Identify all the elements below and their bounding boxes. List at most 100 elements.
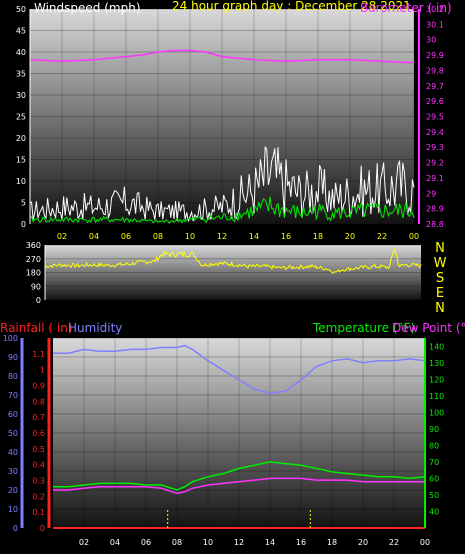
axes-layer: 0510152025303540455028.828.92929.129.229… [3,5,445,547]
compass-label: E [436,286,444,301]
y-tick-label: 70 [429,458,439,467]
y-tick-label: 50 [16,5,26,14]
series-layer [29,49,426,529]
y-tick-label: 0 [36,296,41,305]
y-tick-label: 180 [26,269,41,278]
x-tick-label: 06 [121,232,131,241]
y-tick-label: 0 [21,220,26,229]
y-tick-label: 29.5 [426,113,444,122]
y-tick-label: 0.9 [32,382,45,391]
y-tick-label: 0.5 [32,445,45,454]
barometer-line [29,49,415,64]
x-tick-label: 04 [110,538,120,547]
y-tick-label: 40 [8,448,18,457]
y-tick-label: 80 [8,372,18,381]
y-tick-label: 28.9 [426,205,444,214]
y-tick-label: 90 [31,282,41,291]
barometer-title: Barometer ( in) [360,1,452,15]
x-tick-label: 02 [79,538,89,547]
y-tick-label: 29.7 [426,82,444,91]
y-tick-label: 0 [40,524,45,533]
dewpoint-title: Dew Point (°F) [392,321,465,335]
y-tick-label: 140 [429,342,444,351]
wind-direction-line [44,247,422,274]
y-tick-label: 40 [429,507,439,516]
y-tick-label: 29.3 [426,143,444,152]
y-tick-label: 100 [429,408,444,417]
y-tick-label: 20 [8,486,18,495]
direction-plot-area [45,245,421,300]
y-tick-label: 360 [26,241,41,250]
y-tick-label: 120 [429,375,444,384]
x-tick-label: 06 [141,538,151,547]
x-tick-label: 16 [281,232,291,241]
y-tick-label: 50 [8,429,18,438]
y-tick-label: 0.3 [32,477,45,486]
y-tick-label: 0.8 [32,397,45,406]
y-tick-label: 1 [40,366,45,375]
y-tick-label: 40 [16,48,26,57]
lower-plot-area [53,338,425,528]
x-tick-label: 12 [234,538,244,547]
y-tick-label: 1.1 [32,350,45,359]
y-tick-label: 25 [16,113,26,122]
x-tick-label: 22 [377,232,387,241]
wind-plot-area [30,9,414,224]
x-tick-label: 10 [185,232,195,241]
y-tick-label: 30 [426,36,436,45]
y-tick-label: 29.9 [426,51,444,60]
humidity-title: Humidity [68,321,122,335]
x-tick-label: 14 [265,538,275,547]
x-tick-label: 18 [327,538,337,547]
y-tick-label: 10 [8,505,18,514]
y-tick-label: 35 [16,70,26,79]
y-tick-label: 5 [21,199,26,208]
x-tick-label: 20 [358,538,368,547]
graph-title: 24 hour graph day : December 28 2021 [172,0,411,13]
y-tick-label: 29.6 [426,97,444,106]
x-tick-label: 00 [420,538,430,547]
compass-label: N [435,241,445,256]
x-tick-label: 18 [313,232,323,241]
windspeed-title: Windspeed (mph) [34,1,141,15]
x-tick-label: 04 [89,232,99,241]
y-tick-label: 10 [16,177,26,186]
y-tick-label: 29 [426,189,436,198]
x-tick-label: 14 [249,232,259,241]
y-tick-label: 100 [3,334,18,343]
y-tick-label: 60 [8,410,18,419]
x-tick-label: 20 [345,232,355,241]
y-tick-label: 20 [16,134,26,143]
x-tick-label: 12 [217,232,227,241]
humidity-line [53,344,426,394]
compass-label: S [436,271,444,286]
x-tick-label: 16 [296,538,306,547]
y-tick-label: 28.8 [426,220,444,229]
y-tick-label: 0.7 [32,413,45,422]
wind-average-line [29,196,415,224]
y-tick-label: 50 [429,491,439,500]
x-tick-label: 00 [409,232,419,241]
compass-label: N [435,301,445,316]
y-tick-label: 45 [16,27,26,36]
y-tick-label: 110 [429,392,444,401]
y-tick-label: 90 [8,353,18,362]
y-tick-label: 29.2 [426,159,444,168]
y-tick-label: 29.8 [426,66,444,75]
rainfall-title: Rainfall ( in) [0,321,73,335]
y-tick-label: 29.4 [426,128,444,137]
x-tick-label: 22 [389,538,399,547]
y-tick-label: 0.1 [32,508,45,517]
temperature-title: Temperature (°F) [312,321,415,335]
x-tick-label: 02 [57,232,67,241]
y-tick-label: 0.4 [32,461,45,470]
y-tick-label: 30 [16,91,26,100]
x-tick-label: 08 [153,232,163,241]
x-tick-label: 10 [203,538,213,547]
y-tick-label: 60 [429,474,439,483]
y-tick-label: 80 [429,441,439,450]
y-tick-label: 30 [8,467,18,476]
y-tick-label: 130 [429,359,444,368]
y-tick-label: 270 [26,255,41,264]
